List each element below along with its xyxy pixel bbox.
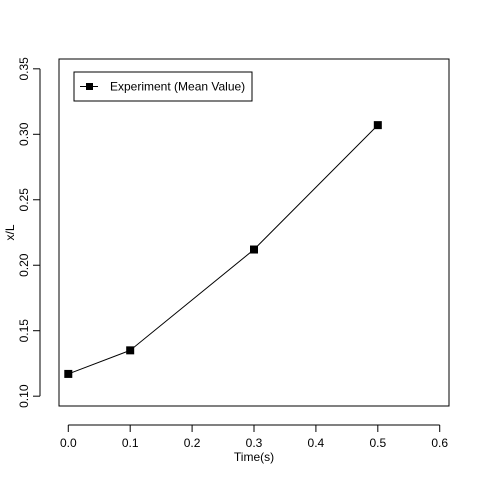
y-tick-label: 0.35: [17, 57, 31, 81]
y-tick-label: 0.25: [17, 188, 31, 212]
data-point-3: [373, 121, 382, 130]
data-point-1: [126, 346, 135, 355]
x-tick-label: 0.1: [122, 436, 139, 450]
x-tick-label: 0.6: [431, 436, 448, 450]
plot-frame: [58, 58, 450, 407]
y-tick-label: 0.15: [17, 319, 31, 343]
x-tick-label: 0.0: [60, 436, 77, 450]
series-layer: [64, 121, 382, 378]
legend-box: [73, 71, 253, 102]
x-tick-label: 0.4: [308, 436, 325, 450]
data-point-0: [64, 369, 73, 378]
legend-marker-square-icon: [86, 83, 93, 90]
data-point-2: [250, 245, 258, 254]
y-tick-label: 0.20: [17, 253, 31, 277]
x-tick-label: 0.3: [246, 436, 263, 450]
y-axis-label: x/L: [3, 224, 17, 240]
legend-entry-label: Experiment (Mean Value): [110, 80, 245, 94]
legend: Experiment (Mean Value): [73, 71, 253, 102]
x-tick-label: 0.2: [184, 436, 201, 450]
x-tick-label: 0.5: [369, 436, 386, 450]
axes: 0.0 0.1 0.2 0.3 0.4 0.5 0.6 0.10 0.15 0.20 0.25 0.3…: [17, 57, 448, 450]
series-line: [68, 124, 379, 375]
y-tick-label: 0.30: [17, 122, 31, 146]
y-tick-label: 0.10: [17, 384, 31, 408]
x-axis-label: Time(s): [234, 450, 274, 464]
